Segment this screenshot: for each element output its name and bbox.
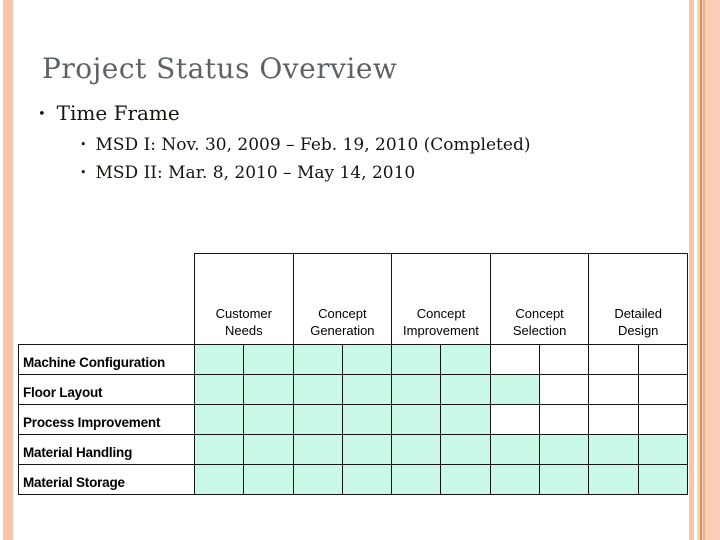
gantt-cell-filled <box>489 374 541 405</box>
gantt-cell-filled <box>440 464 491 495</box>
slide-title: Project Status Overview <box>42 52 398 85</box>
right-accent-line-dark <box>700 0 702 540</box>
row-label: Floor Layout <box>18 374 195 405</box>
gantt-cell-filled <box>292 374 343 405</box>
gantt-cell-filled <box>391 464 442 495</box>
gantt-cell-filled <box>391 434 442 465</box>
gantt-cell-filled <box>440 344 491 375</box>
gantt-cell-filled <box>243 344 294 375</box>
gantt-cell-filled <box>341 344 393 375</box>
bullet-text: MSD II: Mar. 8, 2010 – May 14, 2010 <box>95 163 416 183</box>
gantt-cell-empty <box>588 374 639 405</box>
bullet-item-time-frame: • Time Frame <box>38 101 180 125</box>
gantt-cell-filled <box>243 404 294 435</box>
gantt-cell-empty <box>489 344 541 375</box>
column-header: Concept Improvement <box>391 253 491 345</box>
gantt-cell-filled <box>341 404 393 435</box>
gantt-cell-filled <box>292 404 343 435</box>
gantt-cell-filled <box>243 464 294 495</box>
gantt-cell-filled <box>292 434 343 465</box>
gantt-cell-filled <box>637 464 688 495</box>
table-corner-spacer <box>19 254 195 345</box>
gantt-cell-filled <box>292 464 343 495</box>
gantt-cell-filled <box>193 404 245 435</box>
gantt-cell-empty <box>539 404 590 435</box>
gantt-cell-empty <box>539 344 590 375</box>
gantt-cell-filled <box>489 434 541 465</box>
column-header: Concept Selection <box>489 253 590 345</box>
gantt-cell-filled <box>588 464 639 495</box>
gantt-cell-empty <box>637 404 688 435</box>
row-label: Material Handling <box>18 434 195 465</box>
gantt-cell-filled <box>341 374 393 405</box>
table-row: Material Handling <box>18 434 688 465</box>
table-header-row: Customer Needs Concept Generation Concept … <box>19 253 688 345</box>
bullet-item-msd2: • MSD II: Mar. 8, 2010 – May 14, 2010 <box>80 163 415 183</box>
gantt-cell-filled <box>193 434 245 465</box>
gantt-cell-filled <box>391 374 442 405</box>
gantt-cell-filled <box>243 374 294 405</box>
gantt-cell-filled <box>637 434 688 465</box>
row-label: Process Improvement <box>18 404 195 435</box>
gantt-cell-filled <box>193 344 245 375</box>
bullet-text: Time Frame <box>56 101 180 125</box>
row-label: Material Storage <box>18 464 195 495</box>
right-accent-line-mid <box>703 0 705 540</box>
gantt-cell-empty <box>637 374 688 405</box>
gantt-cell-filled <box>193 464 245 495</box>
bullet-dot: • <box>38 107 46 122</box>
gantt-cell-empty <box>637 344 688 375</box>
gantt-cell-filled <box>243 434 294 465</box>
bullet-item-msd1: • MSD I: Nov. 30, 2009 – Feb. 19, 2010 (… <box>80 135 530 155</box>
gantt-cell-filled <box>391 344 442 375</box>
gantt-cell-filled <box>489 464 541 495</box>
table-row: Process Improvement <box>18 404 688 435</box>
gantt-cell-filled <box>341 434 393 465</box>
table-row: Floor Layout <box>18 374 688 405</box>
bullet-dot: • <box>80 138 87 151</box>
gantt-cell-filled <box>292 344 343 375</box>
row-label: Machine Configuration <box>18 344 195 375</box>
gantt-cell-filled <box>539 434 590 465</box>
column-header: Concept Generation <box>292 253 393 345</box>
right-accent-stripe-inner <box>689 0 694 540</box>
gantt-cell-empty <box>539 374 590 405</box>
gantt-cell-filled <box>440 404 491 435</box>
gantt-cell-empty <box>588 344 639 375</box>
gantt-cell-filled <box>391 404 442 435</box>
table-body: Machine Configuration Floor Layout Process… <box>18 344 688 495</box>
bullet-text: MSD I: Nov. 30, 2009 – Feb. 19, 2010 (Co… <box>95 135 531 155</box>
gantt-cell-filled <box>440 374 491 405</box>
right-accent-band <box>697 0 720 540</box>
gantt-cell-empty <box>588 404 639 435</box>
gantt-cell-filled <box>588 434 639 465</box>
gantt-cell-empty <box>489 404 541 435</box>
left-accent-stripe <box>3 0 13 540</box>
gantt-cell-filled <box>539 464 590 495</box>
column-header: Detailed Design <box>588 253 688 345</box>
project-phase-table: Customer Needs Concept Generation Concept … <box>18 253 688 495</box>
gantt-cell-filled <box>193 374 245 405</box>
bullet-dot: • <box>80 166 87 179</box>
table-row: Material Storage <box>18 464 688 495</box>
column-header: Customer Needs <box>194 253 294 345</box>
table-row: Machine Configuration <box>18 344 688 375</box>
gantt-cell-filled <box>341 464 393 495</box>
gantt-cell-filled <box>440 434 491 465</box>
